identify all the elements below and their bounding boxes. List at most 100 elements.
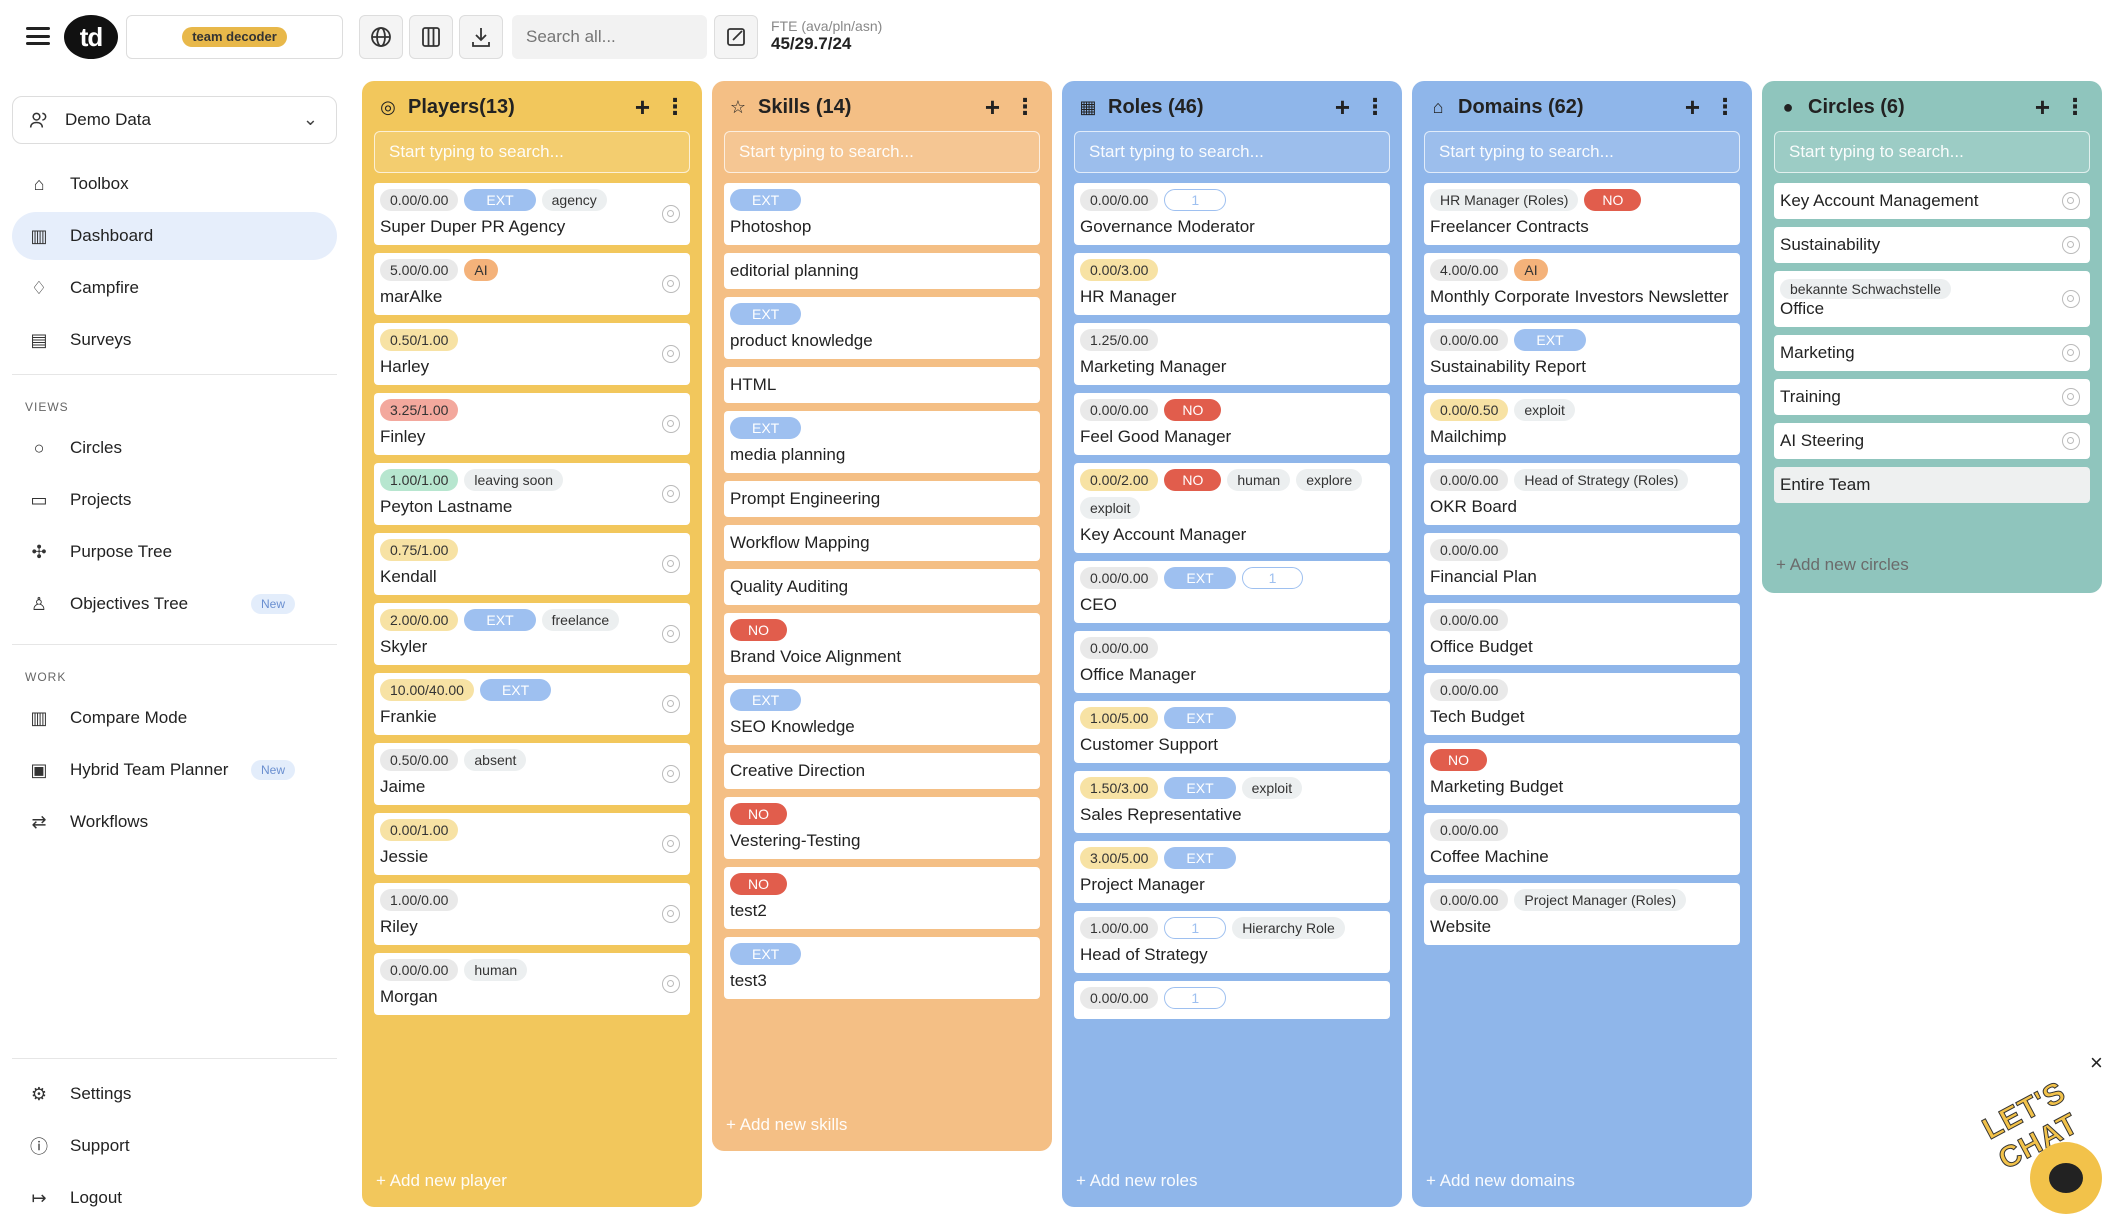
globe-icon[interactable] [359,15,403,59]
circles-card[interactable]: Training [1774,379,2090,415]
app-logo[interactable]: td [64,15,118,59]
sidebar-item-settings[interactable]: ⚙ Settings [12,1070,337,1118]
chat-close-icon[interactable]: × [2090,1050,2103,1075]
skills-card[interactable]: Quality Auditing [724,569,1040,605]
sidebar-item-circles[interactable]: ○ Circles [12,424,337,472]
skills-card[interactable]: EXT media planning [724,411,1040,473]
roles-card[interactable]: 0.00/0.00 NO Feel Good Manager [1074,393,1390,455]
roles-card[interactable]: 0.00/0.00 Office Manager [1074,631,1390,693]
sidebar-item-purpose-tree[interactable]: ✣ Purpose Tree [12,528,337,576]
domains-card[interactable]: 0.00/0.00 Financial Plan [1424,533,1740,595]
chat-button[interactable] [2030,1142,2102,1214]
target-icon[interactable] [2062,344,2080,362]
roles-card[interactable]: 0.00/2.00 NO human explore exploit Key Accoun… [1074,463,1390,553]
target-icon[interactable] [662,695,680,713]
sidebar-item-logout[interactable]: ↦ Logout [12,1174,337,1222]
global-search-input[interactable] [512,15,707,59]
roles-card[interactable]: 0.00/0.00 1 [1074,981,1390,1019]
domains-card[interactable]: 0.00/0.00 Coffee Machine [1424,813,1740,875]
skills-card[interactable]: EXT product knowledge [724,297,1040,359]
more-icon[interactable]: ⋮ [664,94,686,119]
skills-card[interactable]: EXT SEO Knowledge [724,683,1040,745]
add-icon[interactable]: + [2034,92,2050,122]
sidebar-item-support[interactable]: ⓘ Support [12,1122,337,1170]
roles-add-link[interactable]: + Add new roles [1076,1171,1198,1190]
more-icon[interactable]: ⋮ [2064,94,2086,119]
sidebar-item-surveys[interactable]: ▤ Surveys [12,316,337,364]
workspace-select[interactable]: Demo Data ⌄ [12,96,337,144]
target-icon[interactable] [2062,236,2080,254]
skills-card[interactable]: NO Vestering-Testing [724,797,1040,859]
target-icon[interactable] [2062,192,2080,210]
skills-card[interactable]: Workflow Mapping [724,525,1040,561]
roles-search-input[interactable] [1074,131,1390,173]
players-card[interactable]: 1.00/1.00 leaving soon Peyton Lastname [374,463,690,525]
circles-add-link[interactable]: + Add new circles [1776,555,1909,574]
domains-card[interactable]: 0.00/0.00 Office Budget [1424,603,1740,665]
players-card[interactable]: 1.00/0.00 Riley [374,883,690,945]
skills-card[interactable]: NO test2 [724,867,1040,929]
roles-card[interactable]: 0.00/3.00 HR Manager [1074,253,1390,315]
more-icon[interactable]: ⋮ [1014,94,1036,119]
skills-card[interactable]: Prompt Engineering [724,481,1040,517]
target-icon[interactable] [662,765,680,783]
target-icon[interactable] [662,275,680,293]
sidebar-item-dashboard[interactable]: ▥ Dashboard [12,212,337,260]
domains-card[interactable]: 0.00/0.00 Tech Budget [1424,673,1740,735]
skills-card[interactable]: HTML [724,367,1040,403]
roles-card[interactable]: 0.00/0.00 EXT 1 CEO [1074,561,1390,623]
add-icon[interactable]: + [984,92,1000,122]
sidebar-item-compare-mode[interactable]: ▥ Compare Mode [12,694,337,742]
skills-card[interactable]: Creative Direction [724,753,1040,789]
domains-add-link[interactable]: + Add new domains [1426,1171,1575,1190]
sidebar-item-projects[interactable]: ▭ Projects [12,476,337,524]
menu-icon[interactable] [26,24,50,48]
roles-card[interactable]: 3.00/5.00 EXT Project Manager [1074,841,1390,903]
skills-add-link[interactable]: + Add new skills [726,1115,848,1134]
roles-card[interactable]: 1.00/5.00 EXT Customer Support [1074,701,1390,763]
sidebar-item-workflows[interactable]: ⇄ Workflows [12,798,337,846]
sidebar-item-objectives-tree[interactable]: ♙ Objectives Tree New [12,580,337,628]
circles-search-input[interactable] [1774,131,2090,173]
players-card[interactable]: 10.00/40.00 EXT Frankie [374,673,690,735]
skills-card[interactable]: NO Brand Voice Alignment [724,613,1040,675]
circles-card[interactable]: AI Steering [1774,423,2090,459]
domains-card[interactable]: 0.00/0.00 EXT Sustainability Report [1424,323,1740,385]
skills-card[interactable]: editorial planning [724,253,1040,289]
domains-card[interactable]: 0.00/0.00 Head of Strategy (Roles) OKR Boa… [1424,463,1740,525]
target-icon[interactable] [662,345,680,363]
add-icon[interactable]: + [1684,92,1700,122]
circles-card[interactable]: Entire Team [1774,467,2090,503]
skills-card[interactable]: EXT Photoshop [724,183,1040,245]
domains-card[interactable]: NO Marketing Budget [1424,743,1740,805]
target-icon[interactable] [662,555,680,573]
target-icon[interactable] [662,625,680,643]
players-card[interactable]: 0.50/0.00 absent Jaime [374,743,690,805]
add-icon[interactable]: + [1334,92,1350,122]
players-card[interactable]: 0.75/1.00 Kendall [374,533,690,595]
players-add-link[interactable]: + Add new player [376,1171,507,1190]
domains-search-input[interactable] [1424,131,1740,173]
sidebar-item-hybrid-team-planner[interactable]: ▣ Hybrid Team Planner New [12,746,337,794]
players-card[interactable]: 3.25/1.00 Finley [374,393,690,455]
target-icon[interactable] [2062,388,2080,406]
target-icon[interactable] [662,905,680,923]
target-icon[interactable] [662,975,680,993]
roles-card[interactable]: 1.25/0.00 Marketing Manager [1074,323,1390,385]
domains-card[interactable]: 0.00/0.00 Project Manager (Roles) Website [1424,883,1740,945]
target-icon[interactable] [662,415,680,433]
domains-card[interactable]: 0.00/0.50 exploit Mailchimp [1424,393,1740,455]
target-icon[interactable] [2062,290,2080,308]
players-card[interactable]: 2.00/0.00 EXT freelance Skyler [374,603,690,665]
domains-card[interactable]: 4.00/0.00 AI Monthly Corporate Investors N… [1424,253,1740,315]
download-icon[interactable] [459,15,503,59]
circles-card[interactable]: Key Account Management [1774,183,2090,219]
target-icon[interactable] [2062,432,2080,450]
target-icon[interactable] [662,205,680,223]
sidebar-item-toolbox[interactable]: ⌂ Toolbox [12,160,337,208]
columns-icon[interactable] [409,15,453,59]
more-icon[interactable]: ⋮ [1714,94,1736,119]
skills-search-input[interactable] [724,131,1040,173]
players-card[interactable]: 0.50/1.00 Harley [374,323,690,385]
circles-card[interactable]: Marketing [1774,335,2090,371]
